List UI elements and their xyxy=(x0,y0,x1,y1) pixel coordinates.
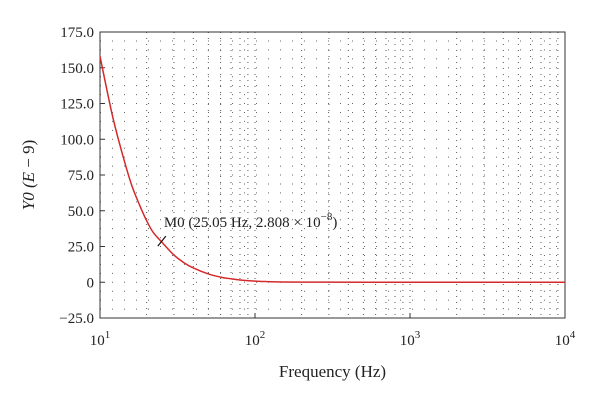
y-tick-label: 125.0 xyxy=(60,97,94,113)
series-layer xyxy=(99,56,565,284)
y-axis-title-var: E xyxy=(19,171,38,183)
y-tick-label: 75.0 xyxy=(68,168,94,184)
y-tick-label: 100.0 xyxy=(60,132,94,148)
grid xyxy=(99,31,566,319)
y-axis-title-rest: − 9) xyxy=(19,140,38,172)
y-tick-label: 175.0 xyxy=(60,25,94,41)
y-tick-label: −25.0 xyxy=(59,311,94,327)
axis-ticks: 175.0 150.0 125.0 100.0 75.0 50.0 25.0 0 −25.0 10… xyxy=(59,25,575,349)
annotation-prefix: M0 (25.05 Hz, 2.808 × 10 xyxy=(164,215,321,231)
x-tick-label: 102 xyxy=(245,329,266,349)
y-tick-label: 150.0 xyxy=(60,61,94,77)
y-tick-label: 25.0 xyxy=(68,240,94,256)
y-tick-label: 50.0 xyxy=(68,204,94,220)
annotation-suffix: ) xyxy=(332,215,337,231)
annotation-marker xyxy=(157,235,167,247)
annotation-label: M0 (25.05 Hz, 2.808 × 10−8) xyxy=(164,211,338,231)
y-axis-title-main: Y0 ( xyxy=(19,181,38,210)
plot-frame xyxy=(99,31,566,319)
x-tick-label: 104 xyxy=(555,329,576,349)
series-line xyxy=(99,56,565,284)
x-tick-label: 103 xyxy=(400,329,421,349)
annotation-exponent: −8 xyxy=(321,211,333,223)
annotation-layer: M0 (25.05 Hz, 2.808 × 10−8) xyxy=(157,211,338,247)
x-tick-label: 101 xyxy=(90,329,111,349)
x-axis-title: Frequency (Hz) xyxy=(279,362,386,381)
y-tick-label: 0 xyxy=(87,275,95,291)
y-axis-title: Y0 (E − 9) xyxy=(19,140,38,211)
